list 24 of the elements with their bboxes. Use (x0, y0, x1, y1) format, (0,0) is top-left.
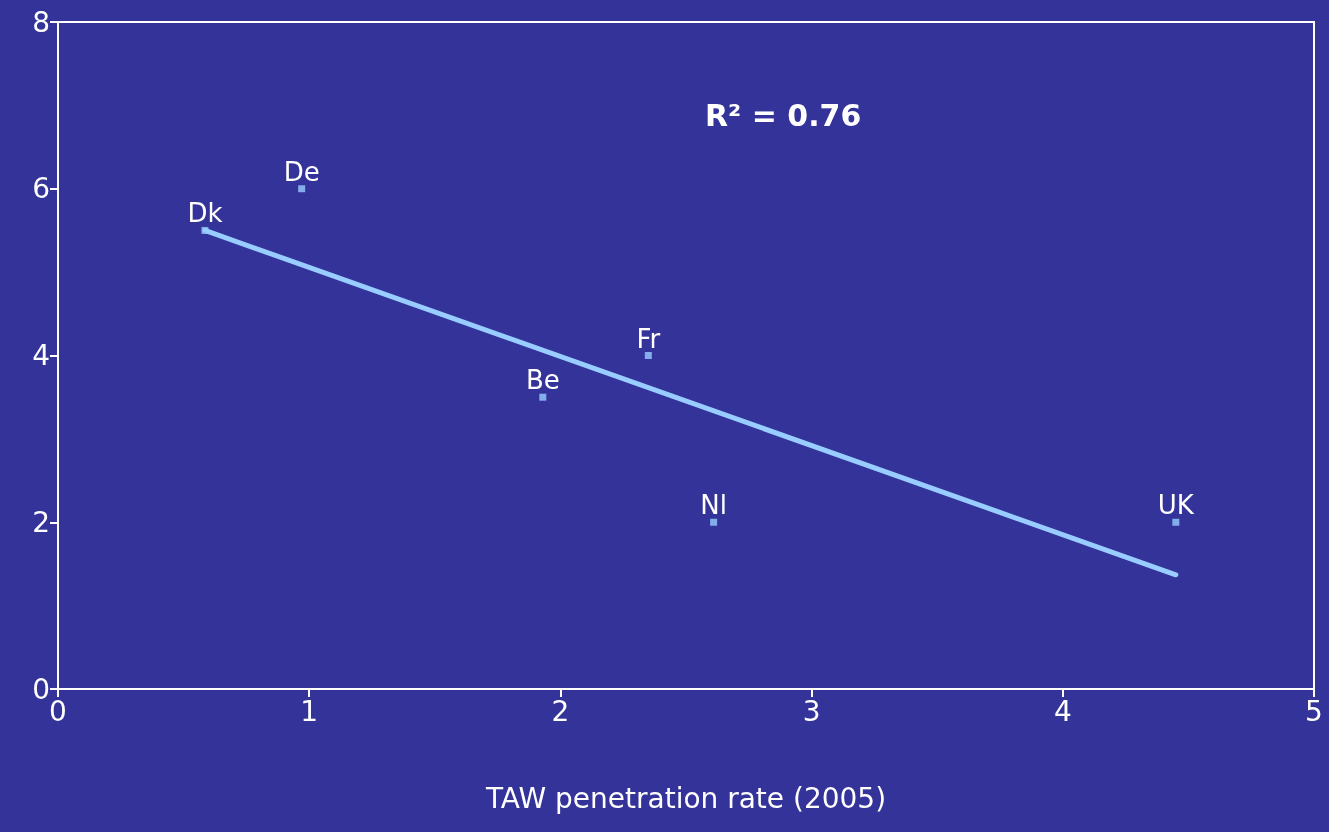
x-tick-label: 5 (1305, 694, 1323, 728)
x-tick-label: 1 (300, 694, 319, 728)
annotation: R² = 0.76 (705, 97, 862, 133)
annotation: Nl (700, 490, 727, 521)
y-tick-label: 4 (32, 339, 50, 372)
x-axis-title: TAW penetration rate (2005) (484, 781, 887, 815)
x-tick-label: 4 (1053, 694, 1072, 728)
point (644, 352, 652, 359)
x-tick-label: 3 (802, 694, 821, 728)
annotation: Be (525, 365, 560, 396)
point (710, 518, 718, 526)
annotation: Fr (636, 323, 661, 354)
point (1172, 518, 1180, 526)
annotation: Dk (187, 198, 223, 229)
x-tick-label: 2 (551, 694, 570, 728)
annotation: De (283, 156, 320, 187)
y-tick-label: 2 (32, 505, 50, 539)
y-tick-label: 6 (32, 172, 50, 206)
y-tick-label: 0 (32, 672, 50, 706)
point (539, 393, 547, 401)
point (201, 226, 209, 234)
annotation: UK (1157, 490, 1195, 521)
point (298, 185, 306, 193)
y-tick-label: 8 (32, 5, 50, 39)
